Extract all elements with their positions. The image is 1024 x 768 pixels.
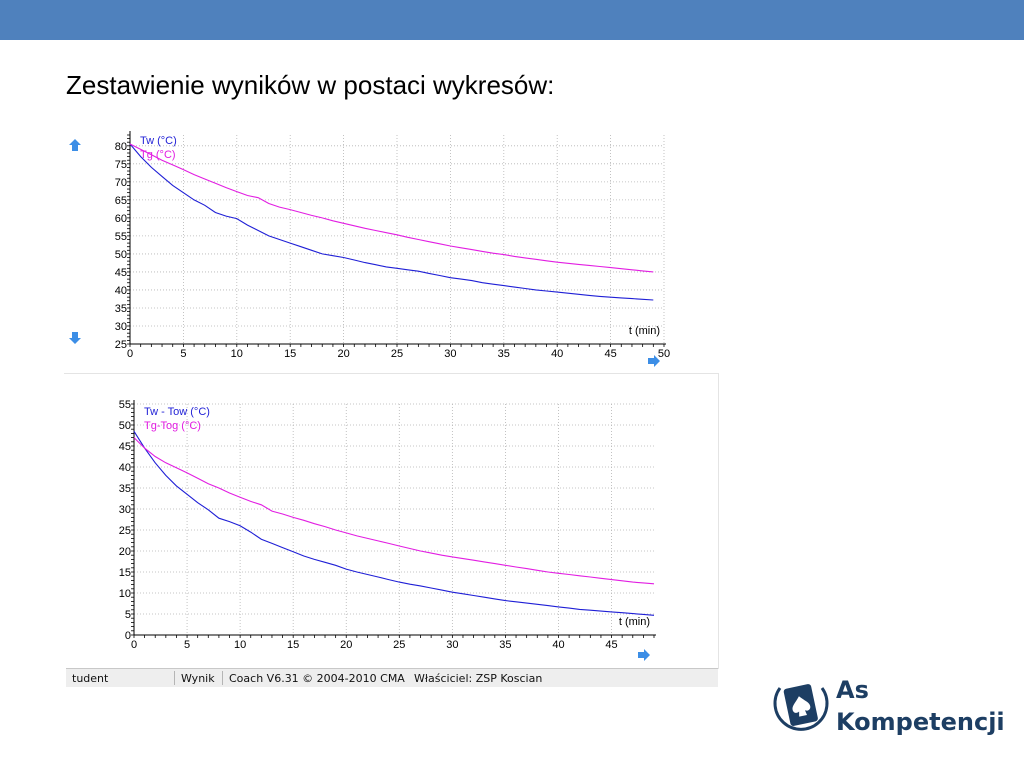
slide-title: Zestawienie wyników w postaci wykresów: (66, 70, 555, 100)
status-result: Wynik (181, 672, 215, 685)
x-tick-label: 10 (231, 348, 243, 360)
x-tick-label: 50 (658, 348, 670, 360)
x-tick-label: 5 (180, 348, 186, 360)
y-tick-label: 30 (115, 321, 127, 333)
y-tick-label: 55 (115, 231, 127, 243)
y-tick-label: 45 (119, 441, 131, 453)
y-tick-label: 60 (115, 213, 127, 225)
series-line-1 (129, 143, 654, 301)
status-separator (222, 671, 223, 685)
difference-chart: 0 5 10 15 20 25 30 35 40 45 0 5 10 15 20 25 30 35 40 45 50 55… (119, 399, 656, 651)
status-owner: Właściciel: ZSP Koscian (414, 672, 543, 685)
temperature-chart-panel: 0 5 10 15 20 25 30 35 40 45 50 25 30 35 40 45 50 55 60 65 70… (62, 128, 674, 368)
difference-chart-panel: 0 5 10 15 20 25 30 35 40 45 0 5 10 15 20 25 30 35 40 45 50 55… (64, 373, 719, 669)
x-tick-label: 40 (551, 348, 563, 360)
x-tick-label: 20 (340, 639, 352, 651)
status-coach-version: Coach V6.31 © 2004-2010 CMA (229, 672, 405, 685)
legend-entry-1: Tw (°C) (140, 135, 177, 147)
y-tick-label: 65 (115, 195, 127, 207)
x-tick-label: 25 (391, 348, 403, 360)
y-tick-label: 35 (115, 303, 127, 315)
series-line-2 (129, 143, 654, 273)
spade-card-icon (773, 684, 829, 731)
as-kompetencji-logo: As Kompetencji (770, 670, 1005, 750)
y-tick-label: 5 (125, 609, 131, 621)
y-tick-label: 20 (119, 546, 131, 558)
y-tick-label: 10 (119, 588, 131, 600)
y-tick-label: 50 (119, 420, 131, 432)
y-tick-label: 25 (119, 525, 131, 537)
x-tick-label: 25 (393, 639, 405, 651)
y-tick-label: 55 (119, 399, 131, 411)
x-axis-label: t (min) (619, 616, 650, 628)
x-tick-label: 30 (446, 639, 458, 651)
x-tick-label: 45 (604, 348, 616, 360)
scroll-right-arrow-icon[interactable] (647, 354, 661, 368)
y-tick-label: 40 (119, 462, 131, 474)
x-tick-label: 35 (499, 639, 511, 651)
x-tick-label: 10 (234, 639, 246, 651)
x-tick-label: 5 (184, 639, 190, 651)
legend-entry-1: Tw - Tow (°C) (144, 406, 210, 418)
logo-line-1: As (836, 676, 869, 704)
series-line-2 (133, 437, 655, 585)
x-tick-label: 35 (498, 348, 510, 360)
x-tick-label: 30 (444, 348, 456, 360)
x-tick-label: 15 (287, 639, 299, 651)
x-tick-label: 15 (284, 348, 296, 360)
legend-entry-2: Tg-Tog (°C) (144, 420, 201, 432)
y-tick-label: 45 (115, 267, 127, 279)
scroll-up-arrow-icon[interactable] (68, 138, 82, 152)
y-tick-label: 75 (115, 159, 127, 171)
temperature-chart: 0 5 10 15 20 25 30 35 40 45 50 25 30 35 40 45 50 55 60 65 70… (115, 131, 670, 360)
scroll-right-arrow-icon[interactable] (637, 648, 651, 662)
scroll-down-arrow-icon[interactable] (68, 331, 82, 345)
legend-entry-2: Tg (°C) (140, 149, 176, 161)
y-tick-label: 15 (119, 567, 131, 579)
status-student: tudent (72, 672, 109, 685)
x-tick-label: 0 (131, 639, 137, 651)
x-tick-label: 40 (552, 639, 564, 651)
x-axis-label: t (min) (629, 325, 660, 337)
logo-line-2: Kompetencji (836, 708, 1005, 736)
y-tick-label: 70 (115, 177, 127, 189)
x-tick-label: 0 (127, 348, 133, 360)
status-separator (174, 671, 175, 685)
x-tick-label: 20 (337, 348, 349, 360)
y-tick-label: 25 (115, 339, 127, 351)
y-tick-label: 30 (119, 504, 131, 516)
y-tick-label: 80 (115, 141, 127, 153)
series-line-1 (133, 431, 655, 616)
top-banner (0, 0, 1024, 40)
x-tick-label: 45 (605, 639, 617, 651)
y-tick-label: 50 (115, 249, 127, 261)
status-bar: tudent Wynik Coach V6.31 © 2004-2010 CMA… (66, 668, 718, 687)
y-tick-label: 0 (125, 630, 131, 642)
y-tick-label: 35 (119, 483, 131, 495)
y-tick-label: 40 (115, 285, 127, 297)
